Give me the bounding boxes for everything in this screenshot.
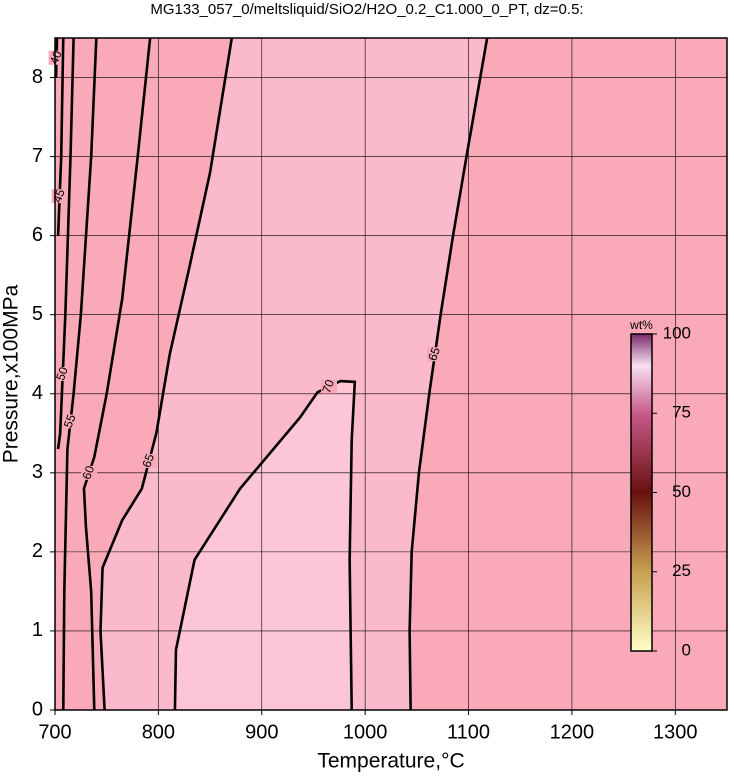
y-tick-label: 6 xyxy=(32,224,43,246)
contour-label-bg xyxy=(62,414,79,429)
colorbar xyxy=(630,333,653,652)
contour-label: 50 xyxy=(53,365,71,383)
contour-line xyxy=(173,379,357,711)
y-tick-label: 3 xyxy=(32,461,43,483)
y-tick-label: 2 xyxy=(32,540,43,562)
contour-label-bg xyxy=(426,347,443,362)
contour-label-bg xyxy=(141,453,158,468)
y-tick-label: 5 xyxy=(32,303,43,325)
x-tick-label: 1000 xyxy=(343,721,388,743)
x-tick-label: 1300 xyxy=(653,721,698,743)
contour-line xyxy=(82,37,152,711)
y-tick-label: 0 xyxy=(32,698,43,720)
contour-label-bg xyxy=(320,379,337,394)
contour-fill xyxy=(100,38,488,710)
contour-fill xyxy=(174,381,355,710)
colorbar-tick-label: 100 xyxy=(663,323,691,342)
contour-label: 65 xyxy=(139,452,157,470)
x-tick-label: 700 xyxy=(38,721,71,743)
contour-line xyxy=(408,37,489,711)
plot-frame xyxy=(54,37,728,711)
colorbar-tick-label: 25 xyxy=(672,561,691,580)
colorbar-label: wt% xyxy=(629,318,653,332)
contour-line xyxy=(61,37,98,711)
y-tick-label: 4 xyxy=(32,382,43,404)
x-tick-label: 1200 xyxy=(550,721,595,743)
x-tick-label: 800 xyxy=(142,721,175,743)
chart-title: MG133_057_0/meltsliquid/SiO2/H2O_0.2_C1.… xyxy=(150,1,583,18)
x-tick-label: 1100 xyxy=(447,721,490,743)
contour-label: 55 xyxy=(61,412,79,430)
contour-label: 65 xyxy=(425,345,443,363)
contour-label-bg xyxy=(54,367,71,381)
contour-line xyxy=(56,37,65,236)
colorbar-tick-label: 50 xyxy=(672,482,691,501)
y-axis-label: Pressure,x100MPa xyxy=(0,284,23,463)
y-tick-label: 8 xyxy=(32,66,43,88)
x-axis-label: Temperature,°C xyxy=(317,750,464,773)
y-tick-label: 1 xyxy=(32,619,43,641)
contour-line xyxy=(56,37,75,450)
x-tick-label: 900 xyxy=(245,721,278,743)
contour-label-bg xyxy=(48,50,65,65)
contour-label-bg xyxy=(81,465,98,480)
contour-label: 40 xyxy=(47,49,65,67)
colorbar-tick-label: 0 xyxy=(682,640,691,659)
contour-label: 70 xyxy=(319,377,337,395)
contour-label: 60 xyxy=(79,464,97,482)
y-tick-label: 7 xyxy=(32,145,43,167)
colorbar-tick-label: 75 xyxy=(672,403,691,422)
